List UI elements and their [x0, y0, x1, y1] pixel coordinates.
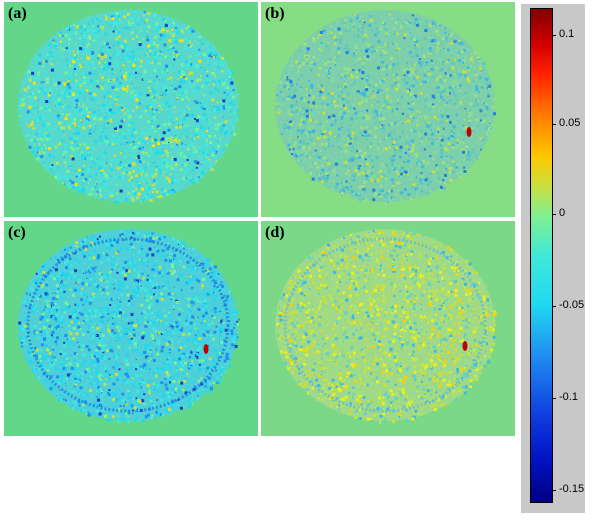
panel-b-label: (b) — [265, 5, 285, 22]
colorbar-tick-label: 0.1 — [559, 28, 575, 40]
colorbar-tick-label: -0.1 — [559, 391, 578, 403]
panel-c-image — [4, 221, 258, 436]
colorbar-tick — [552, 35, 556, 36]
panel-a-image — [4, 2, 258, 217]
sample-disk — [275, 229, 495, 421]
colorbar-tick — [552, 398, 556, 399]
colorbar-tick-label: -0.05 — [559, 299, 585, 311]
colorbar-clip: 0.1 0.05 0 -0.05 -0.1 -0.15 — [521, 4, 585, 513]
panel-c-label: (c) — [8, 224, 26, 241]
colorbar — [530, 8, 553, 503]
colorbar-frame: 0.1 0.05 0 -0.05 -0.1 -0.15 — [521, 4, 585, 513]
colorbar-tick — [552, 124, 556, 125]
hotspot — [203, 344, 209, 354]
colorbar-tick — [552, 214, 556, 215]
panel-a: (a) — [4, 2, 258, 217]
colorbar-tick-label: 0 — [559, 207, 566, 219]
colorbar-tick — [552, 306, 556, 307]
colorbar-tick — [552, 490, 556, 491]
panel-d-image — [261, 221, 515, 436]
panel-a-label: (a) — [8, 5, 27, 22]
speckle-texture — [18, 229, 240, 424]
panel-d: (d) — [261, 221, 515, 436]
colorbar-tick-label: -0.15 — [559, 483, 585, 495]
speckle-texture — [275, 10, 496, 205]
panel-b-image — [261, 2, 515, 217]
speckle-texture — [275, 229, 497, 424]
hotspot — [466, 127, 472, 137]
colorbar-tick-label: 0.05 — [559, 117, 581, 129]
panel-c: (c) — [4, 221, 258, 436]
hotspot — [462, 341, 468, 351]
panel-d-label: (d) — [265, 224, 285, 241]
speckle-texture — [18, 10, 239, 204]
panel-b: (b) — [261, 2, 515, 217]
